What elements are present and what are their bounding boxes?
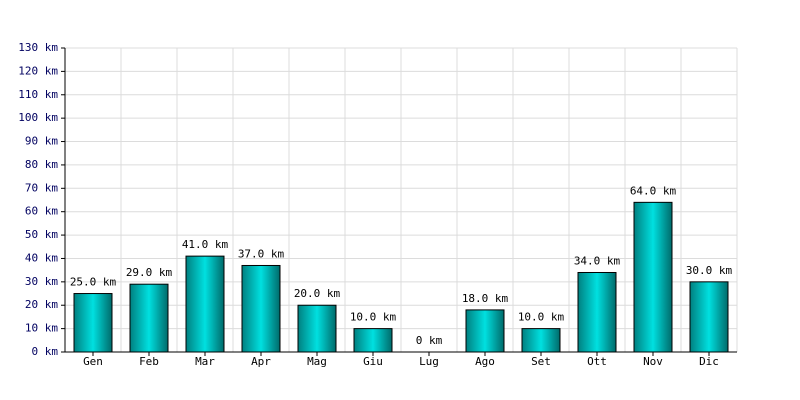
bar (129, 283, 169, 353)
bar (577, 271, 617, 353)
x-tick-label: Ott (587, 355, 607, 368)
y-tick-label: 20 km (25, 298, 58, 311)
bar (465, 309, 505, 353)
x-tick-label: Lug (419, 355, 439, 368)
x-tick-label: Set (531, 355, 551, 368)
x-tick-label: Gen (83, 355, 103, 368)
y-tick-label: 30 km (25, 275, 58, 288)
y-tick-label: 80 km (25, 158, 58, 171)
value-label: 18.0 km (462, 292, 509, 305)
value-label: 20.0 km (294, 287, 341, 300)
x-tick-label: Feb (139, 355, 159, 368)
y-tick-label: 100 km (18, 111, 58, 124)
bar (689, 281, 729, 353)
x-tick-label: Apr (251, 355, 271, 368)
y-tick-label: 10 km (25, 322, 58, 335)
value-label: 25.0 km (70, 276, 117, 289)
x-tick-label: Ago (475, 355, 495, 368)
value-label: 64.0 km (630, 184, 677, 197)
x-tick-label: Mag (307, 355, 327, 368)
value-label: 10.0 km (518, 311, 565, 324)
y-tick-label: 0 km (32, 345, 59, 358)
x-tick-label: Nov (643, 355, 663, 368)
bar (297, 304, 337, 353)
value-label: 30.0 km (686, 264, 733, 277)
bar (241, 264, 281, 353)
value-label: 37.0 km (238, 247, 285, 260)
bar (353, 328, 393, 353)
y-tick-label: 130 km (18, 41, 58, 54)
bar (185, 255, 225, 353)
value-label: 0 km (416, 334, 443, 347)
value-label: 29.0 km (126, 266, 173, 279)
y-tick-label: 120 km (18, 64, 58, 77)
y-tick-label: 70 km (25, 181, 58, 194)
bar (521, 328, 561, 353)
value-label: 34.0 km (574, 254, 621, 267)
x-tick-label: Mar (195, 355, 215, 368)
x-tick-label: Giu (363, 355, 383, 368)
y-tick-label: 40 km (25, 251, 58, 264)
x-tick-label: Dic (699, 355, 719, 368)
bar (73, 293, 113, 353)
y-tick-label: 60 km (25, 205, 58, 218)
bar (633, 201, 673, 353)
y-tick-label: 50 km (25, 228, 58, 241)
value-label: 41.0 km (182, 238, 229, 251)
value-label: 10.0 km (350, 311, 397, 324)
y-tick-label: 110 km (18, 88, 58, 101)
y-tick-label: 90 km (25, 135, 58, 148)
